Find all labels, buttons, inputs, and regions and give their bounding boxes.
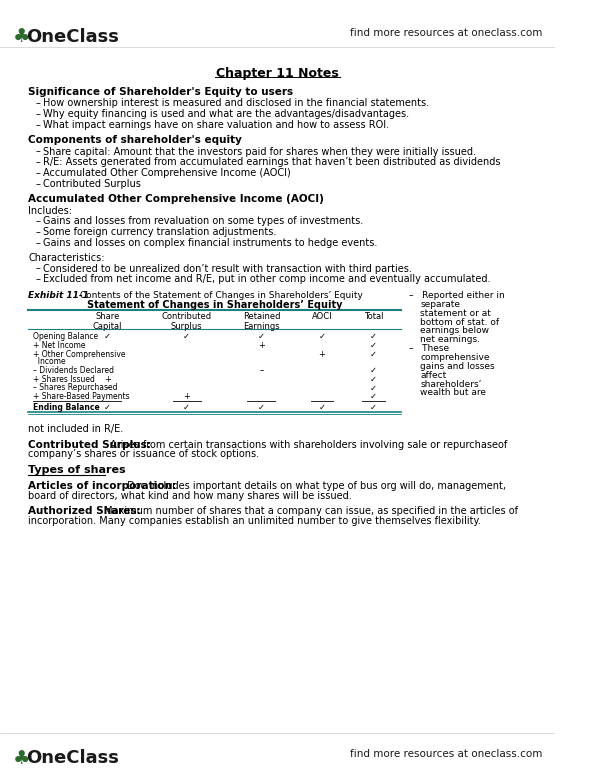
Text: –: – bbox=[259, 366, 264, 375]
Text: Gains and losses on complex financial instruments to hedge events.: Gains and losses on complex financial in… bbox=[43, 238, 377, 248]
Text: Why equity financing is used and what are the advantages/disadvantages.: Why equity financing is used and what ar… bbox=[43, 109, 409, 119]
Text: Total: Total bbox=[364, 312, 383, 321]
Text: Contributed
Surplus: Contributed Surplus bbox=[162, 312, 212, 331]
Text: gains and losses: gains and losses bbox=[420, 362, 494, 371]
Text: –: – bbox=[36, 120, 40, 130]
Text: ♣: ♣ bbox=[13, 749, 30, 768]
Text: earnings below: earnings below bbox=[420, 326, 489, 336]
Text: find more resources at oneclass.com: find more resources at oneclass.com bbox=[350, 28, 543, 38]
Text: +: + bbox=[258, 341, 265, 350]
Text: Arises from certain transactions with shareholders involving sale or repurchaseo: Arises from certain transactions with sh… bbox=[107, 440, 508, 450]
Text: ♣: ♣ bbox=[13, 28, 30, 46]
Text: ✓: ✓ bbox=[258, 333, 265, 341]
Text: bottom of stat. of: bottom of stat. of bbox=[420, 317, 499, 326]
Text: –: – bbox=[36, 216, 40, 226]
Text: ✓: ✓ bbox=[370, 333, 377, 341]
Text: What impact earnings have on share valuation and how to assess ROI.: What impact earnings have on share valua… bbox=[43, 120, 389, 130]
Text: ✓: ✓ bbox=[318, 333, 325, 341]
Text: –: – bbox=[105, 383, 109, 393]
Text: Statement of Changes in Shareholders’ Equity: Statement of Changes in Shareholders’ Eq… bbox=[87, 300, 343, 310]
Text: – Shares Repurchased: – Shares Repurchased bbox=[33, 383, 117, 393]
Text: Opening Balance: Opening Balance bbox=[33, 333, 98, 341]
Text: not included in R/E.: not included in R/E. bbox=[28, 424, 123, 434]
Text: Exhibit 11-1: Exhibit 11-1 bbox=[28, 291, 89, 300]
Text: affect: affect bbox=[420, 370, 446, 380]
Text: ✓: ✓ bbox=[183, 333, 190, 341]
Text: –: – bbox=[36, 263, 40, 273]
Text: –: – bbox=[36, 146, 40, 156]
Text: ✓: ✓ bbox=[370, 383, 377, 393]
Text: ✓: ✓ bbox=[318, 403, 325, 412]
Text: Types of shares: Types of shares bbox=[28, 465, 126, 475]
Text: ✓: ✓ bbox=[370, 350, 377, 359]
Text: ✓: ✓ bbox=[370, 366, 377, 375]
Text: Accumulated Other Comprehensive Income (AOCI): Accumulated Other Comprehensive Income (… bbox=[43, 168, 291, 178]
Text: –: – bbox=[36, 168, 40, 178]
Text: + Net Income: + Net Income bbox=[33, 341, 85, 350]
Text: Components of shareholder's equity: Components of shareholder's equity bbox=[28, 135, 242, 145]
Text: –: – bbox=[36, 179, 40, 189]
Text: + Shares Issued: + Shares Issued bbox=[33, 375, 95, 383]
Text: Ending Balance: Ending Balance bbox=[33, 403, 99, 412]
Text: Retained
Earnings: Retained Earnings bbox=[243, 312, 280, 331]
Text: + Share-Based Payments: + Share-Based Payments bbox=[33, 393, 129, 401]
Text: Maximum number of shares that a company can issue, as specified in the articles : Maximum number of shares that a company … bbox=[101, 507, 518, 517]
Text: Significance of Shareholder's Equity to users: Significance of Shareholder's Equity to … bbox=[28, 86, 293, 96]
Text: +: + bbox=[104, 375, 111, 383]
Text: +: + bbox=[183, 393, 190, 401]
Text: incorporation. Many companies establish an unlimited number to give themselves f: incorporation. Many companies establish … bbox=[28, 516, 481, 526]
Text: ✓: ✓ bbox=[370, 393, 377, 401]
Text: Chapter 11 Notes: Chapter 11 Notes bbox=[216, 67, 339, 80]
Text: ✓: ✓ bbox=[104, 333, 111, 341]
Text: –: – bbox=[36, 238, 40, 248]
Text: –   Reported either in: – Reported either in bbox=[409, 291, 505, 300]
Text: ✓: ✓ bbox=[370, 341, 377, 350]
Text: wealth but are: wealth but are bbox=[420, 388, 486, 397]
Text: ✓: ✓ bbox=[104, 403, 111, 412]
Text: –: – bbox=[36, 274, 40, 284]
Text: Includes:: Includes: bbox=[28, 206, 72, 216]
Text: Accumulated Other Comprehensive Income (AOCI): Accumulated Other Comprehensive Income (… bbox=[28, 194, 324, 204]
Text: Contributed Surplus: Contributed Surplus bbox=[43, 179, 141, 189]
Text: Contributed Surplus:: Contributed Surplus: bbox=[28, 440, 151, 450]
Text: ✓: ✓ bbox=[258, 403, 265, 412]
Text: How ownership interest is measured and disclosed in the financial statements.: How ownership interest is measured and d… bbox=[43, 99, 429, 109]
Text: –: – bbox=[36, 157, 40, 167]
Text: Excluded from net income and R/E, put in other comp income and eventually accumu: Excluded from net income and R/E, put in… bbox=[43, 274, 490, 284]
Text: AOCI: AOCI bbox=[312, 312, 333, 321]
Text: board of directors, what kind and how many shares will be issued.: board of directors, what kind and how ma… bbox=[28, 490, 352, 500]
Text: Considered to be unrealized don’t result with transaction with third parties.: Considered to be unrealized don’t result… bbox=[43, 263, 412, 273]
Text: Characteristics:: Characteristics: bbox=[28, 253, 105, 263]
Text: net earnings.: net earnings. bbox=[420, 335, 480, 344]
Text: shareholders’: shareholders’ bbox=[420, 380, 481, 389]
Text: Income: Income bbox=[33, 357, 65, 366]
Text: ✓: ✓ bbox=[370, 375, 377, 383]
Text: separate: separate bbox=[420, 300, 460, 309]
Text: –: – bbox=[36, 99, 40, 109]
Text: Contents of the Statement of Changes in Shareholders’ Equity: Contents of the Statement of Changes in … bbox=[77, 291, 362, 300]
Text: R/E: Assets generated from accumulated earnings that haven’t been distributed as: R/E: Assets generated from accumulated e… bbox=[43, 157, 500, 167]
Text: Gains and losses from revaluation on some types of investments.: Gains and losses from revaluation on som… bbox=[43, 216, 363, 226]
Text: Some foreign currency translation adjustments.: Some foreign currency translation adjust… bbox=[43, 227, 276, 237]
Text: –   These: – These bbox=[409, 344, 449, 353]
Text: company’s shares or issuance of stock options.: company’s shares or issuance of stock op… bbox=[28, 450, 259, 460]
Text: statement or at: statement or at bbox=[420, 309, 491, 318]
Text: –: – bbox=[36, 227, 40, 237]
Text: OneClass: OneClass bbox=[26, 749, 119, 767]
Text: find more resources at oneclass.com: find more resources at oneclass.com bbox=[350, 749, 543, 759]
Text: Articles of incorporation:: Articles of incorporation: bbox=[28, 480, 176, 490]
Text: ✓: ✓ bbox=[370, 403, 377, 412]
Text: Doc includes important details on what type of bus org will do, management,: Doc includes important details on what t… bbox=[124, 480, 506, 490]
Text: ✓: ✓ bbox=[183, 403, 190, 412]
Text: – Dividends Declared: – Dividends Declared bbox=[33, 366, 114, 375]
Text: +: + bbox=[318, 350, 325, 359]
Text: –: – bbox=[36, 109, 40, 119]
Text: comprehensive: comprehensive bbox=[420, 353, 490, 362]
Text: + Other Comprehensive: + Other Comprehensive bbox=[33, 350, 125, 359]
Text: Share
Capital: Share Capital bbox=[93, 312, 122, 331]
Text: Share capital: Amount that the investors paid for shares when they were initiall: Share capital: Amount that the investors… bbox=[43, 146, 476, 156]
Text: OneClass: OneClass bbox=[26, 28, 119, 45]
Text: Authorized Shares:: Authorized Shares: bbox=[28, 507, 140, 517]
